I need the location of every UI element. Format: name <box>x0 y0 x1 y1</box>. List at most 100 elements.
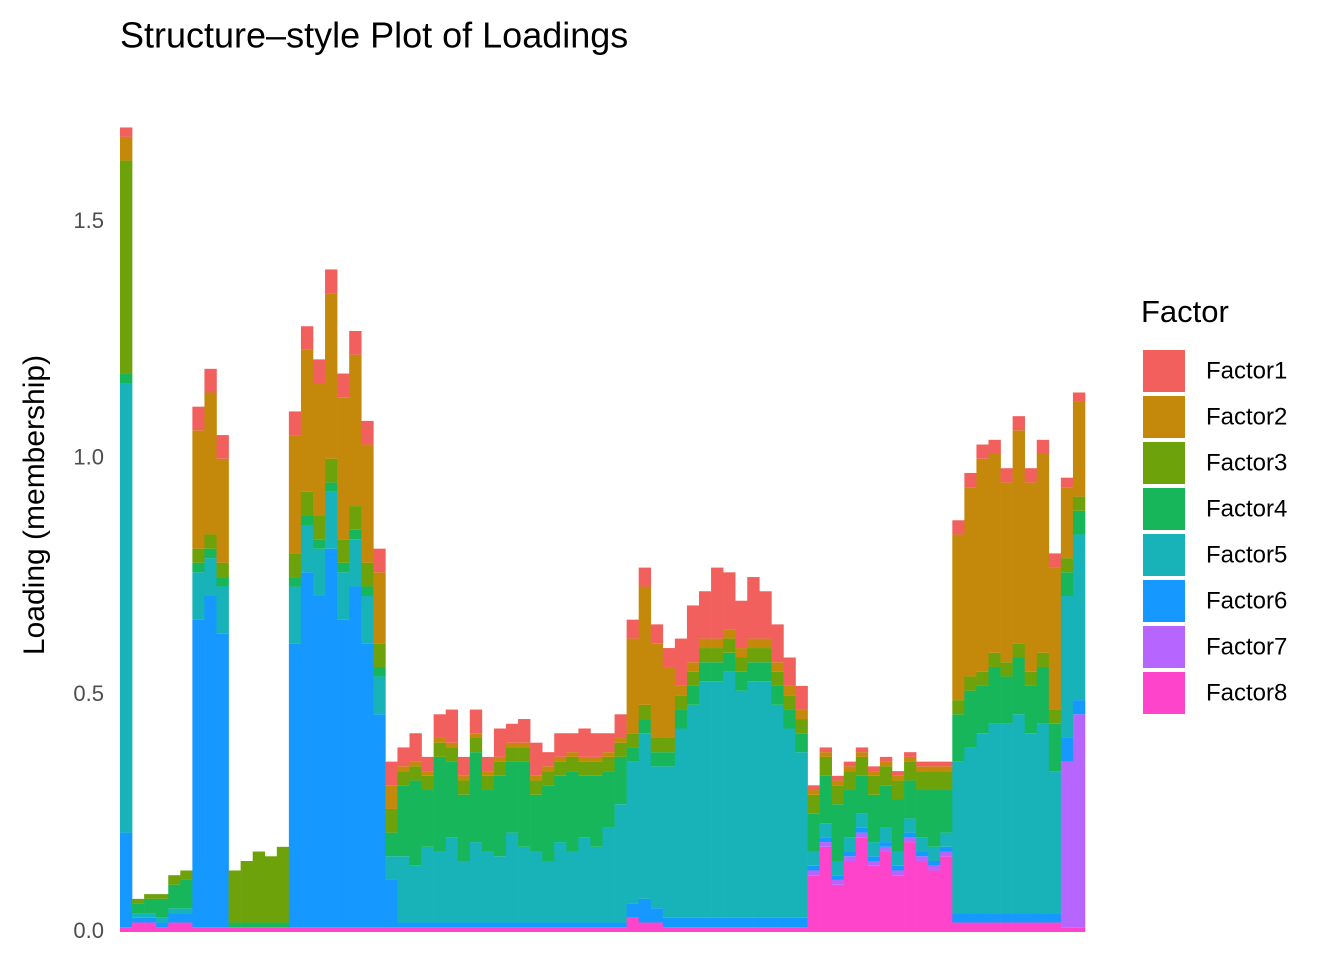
bar-segment <box>892 865 905 871</box>
bar-segment <box>506 747 519 762</box>
bar-segment <box>638 704 652 720</box>
bar-segment <box>1072 927 1086 932</box>
bar-segment <box>168 913 181 923</box>
bar-segment <box>506 742 519 748</box>
bar-segment <box>469 927 483 932</box>
bar-segment <box>686 927 700 932</box>
bar-segment <box>288 586 302 644</box>
bar-segment <box>843 851 857 857</box>
bar-segment <box>928 790 941 847</box>
bar-segment <box>409 927 422 932</box>
bar-segment <box>192 927 205 932</box>
bar-segment <box>421 927 434 932</box>
bar-segment <box>626 747 639 762</box>
bar-segment <box>385 927 398 932</box>
bar-segment <box>662 766 676 918</box>
bar-segment <box>650 922 664 932</box>
bar-segment <box>590 846 603 923</box>
bar-segment <box>940 846 953 852</box>
bar-segment <box>904 780 917 819</box>
bar-segment <box>409 766 422 781</box>
bar-segment <box>928 846 941 862</box>
bar-segment <box>795 927 808 932</box>
bar-segment <box>445 742 459 748</box>
bar-segment <box>373 548 386 573</box>
bar-segment <box>228 927 241 932</box>
bar-segment <box>686 605 700 663</box>
bar-segment <box>506 832 519 923</box>
bar-segment <box>361 420 374 445</box>
bar-segment <box>530 780 543 795</box>
bar-segment <box>313 383 326 516</box>
bar-segment <box>650 766 664 909</box>
bar-segment <box>1072 401 1086 497</box>
bar-segment <box>578 756 591 762</box>
bar-segment <box>602 922 615 928</box>
bar-segment <box>120 383 133 833</box>
bar-segment <box>192 548 205 563</box>
bar-segment <box>819 837 832 843</box>
bar-segment <box>518 742 531 748</box>
bar-segment <box>940 832 953 847</box>
bar-segment <box>1036 666 1050 724</box>
bar-segment <box>723 572 736 630</box>
bar-segment <box>590 775 603 847</box>
bar-segment <box>397 766 410 772</box>
bar-segment <box>662 648 676 667</box>
bar-segment <box>530 851 543 923</box>
bar-segment <box>349 330 362 355</box>
bar-segment <box>554 842 567 923</box>
bar-segment <box>650 624 664 644</box>
bar-segment <box>192 619 205 928</box>
bar-segment <box>711 648 724 663</box>
bar-segment <box>481 756 495 772</box>
bar-segment <box>457 927 471 932</box>
bar-segment <box>1000 482 1013 663</box>
bar-segment <box>337 539 350 563</box>
bar-segment <box>807 851 820 866</box>
bar-segment <box>325 458 338 483</box>
bar-segment <box>1072 714 1086 928</box>
legend-label: Factor6 <box>1206 587 1287 614</box>
bar-segment <box>288 643 302 928</box>
bar-segment <box>361 643 374 928</box>
bar-segment <box>1048 553 1062 568</box>
bar-segment <box>542 766 555 772</box>
bar-segment <box>590 927 603 932</box>
bar-segment <box>240 861 253 923</box>
bar-segment <box>867 771 881 776</box>
legend-key <box>1143 488 1185 530</box>
bar-segment <box>831 884 845 932</box>
bar-segment <box>879 842 893 847</box>
bar-segment <box>988 652 1001 667</box>
bar-segment <box>518 846 531 923</box>
bar-segment <box>385 832 398 857</box>
bar-segment <box>626 638 639 734</box>
bar-segment <box>1012 643 1025 658</box>
bar-segment <box>373 572 386 644</box>
bar-segment <box>385 879 398 928</box>
bar-segment <box>699 638 712 649</box>
bar-segment <box>361 586 374 596</box>
bar-segment <box>325 548 338 928</box>
bar-segment <box>168 884 181 909</box>
bar-segment <box>807 865 820 871</box>
bar-segment <box>554 775 567 843</box>
bar-segment <box>879 785 893 828</box>
bar-segment <box>783 695 796 710</box>
bar-segment <box>807 785 820 791</box>
bar-segment <box>964 472 977 488</box>
bar-segment <box>373 927 386 932</box>
bar-segment <box>240 922 253 928</box>
bar-segment <box>904 752 917 757</box>
bar-segment <box>892 799 905 852</box>
bar-segment <box>831 785 845 805</box>
bar-segment <box>892 851 905 866</box>
bar-segment <box>216 927 229 932</box>
bar-segment <box>469 752 483 843</box>
bar-segment <box>554 756 567 762</box>
bar-segment <box>542 861 555 923</box>
bar-segment <box>493 927 507 932</box>
